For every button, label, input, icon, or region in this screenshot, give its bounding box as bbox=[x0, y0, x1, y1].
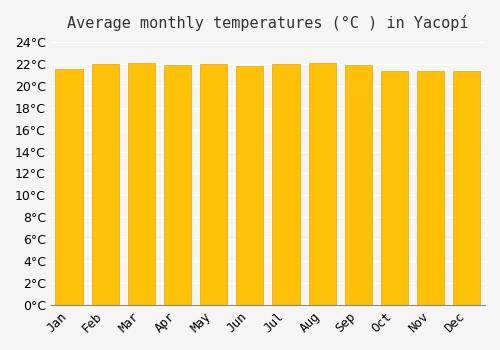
Bar bbox=[308, 63, 336, 305]
Bar bbox=[417, 71, 444, 305]
Bar bbox=[236, 66, 264, 305]
Bar bbox=[454, 71, 480, 305]
Bar bbox=[128, 63, 155, 305]
Bar bbox=[56, 69, 82, 305]
Bar bbox=[345, 65, 372, 305]
Bar bbox=[200, 64, 227, 305]
Bar bbox=[92, 64, 118, 305]
Bar bbox=[272, 64, 299, 305]
Bar bbox=[381, 71, 408, 305]
Bar bbox=[164, 65, 191, 305]
Title: Average monthly temperatures (°C ) in Yacopí: Average monthly temperatures (°C ) in Ya… bbox=[67, 15, 468, 31]
